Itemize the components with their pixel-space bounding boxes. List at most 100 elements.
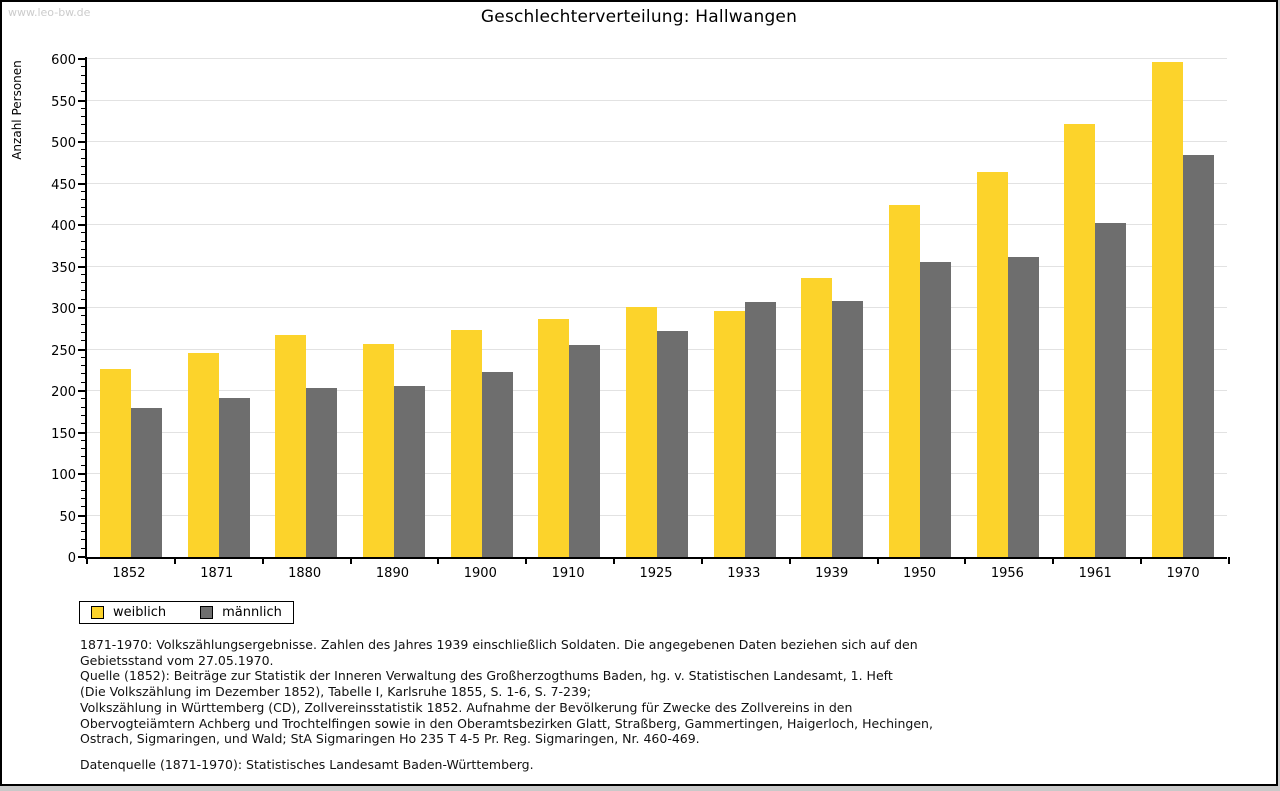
y-axis-tick-label: 50: [59, 509, 76, 525]
y-axis-minor-tick: [81, 331, 85, 333]
y-axis-major-tick: [78, 141, 85, 143]
y-axis-major-tick: [78, 307, 85, 309]
x-axis-tick-label: 1970: [1166, 566, 1200, 581]
y-axis-minor-tick: [81, 165, 85, 167]
x-axis-tick: [86, 557, 88, 564]
bar-group-1910: [525, 57, 613, 557]
gridline-600: [87, 58, 1227, 59]
bar-weiblich-1970: [1152, 61, 1184, 557]
y-axis-major-tick: [78, 556, 85, 558]
footnote-line: Ostrach, Sigmaringen, und Wald; StA Sigm…: [80, 731, 700, 747]
gridline-550: [87, 99, 1227, 101]
y-axis-minor-tick: [81, 174, 85, 176]
bar-group-1939: [789, 57, 877, 557]
y-axis-tick-label: 300: [51, 302, 76, 317]
y-axis-minor-tick: [81, 547, 85, 549]
data-source-line: Datenquelle (1871-1970): Statistisches L…: [80, 756, 534, 772]
x-axis-tick-label: 1933: [727, 566, 761, 581]
y-axis-minor-tick: [81, 414, 85, 416]
footnote-line: Obervogteiämtern Achberg und Trochtelfin…: [80, 715, 933, 731]
y-axis-tick-label: 100: [51, 468, 76, 483]
x-axis-tick: [261, 557, 264, 564]
x-axis-tick-label: 1910: [551, 566, 585, 581]
footnote-line: (Die Volkszählung im Dezember 1852), Tab…: [80, 684, 592, 700]
y-axis-minor-tick: [81, 215, 85, 217]
legend-swatch-männlich: [200, 606, 214, 619]
gridline-400: [87, 224, 1227, 225]
x-axis-tick: [349, 557, 352, 564]
footnotes: 1871-1970: Volkszählungsergebnisse. Zahl…: [80, 637, 980, 773]
y-axis-major-tick: [78, 182, 85, 185]
x-axis-tick-label: 1950: [902, 566, 937, 581]
x-axis-tick-label: 1890: [375, 566, 409, 581]
x-axis-tick-label: 1956: [990, 566, 1024, 581]
y-axis-minor-tick: [81, 456, 85, 458]
y-axis-major-tick: [78, 473, 85, 475]
footnote-line: Volkszählung in Württemberg (CD), Zollve…: [80, 699, 853, 715]
y-axis-minor-tick: [81, 323, 85, 325]
chart-title: Geschlechterverteilung: Hallwangen: [480, 7, 798, 27]
y-axis-major-tick: [78, 265, 85, 268]
y-axis-minor-tick: [81, 356, 85, 358]
x-axis-tick: [876, 557, 879, 564]
y-axis-tick-label: 350: [51, 260, 76, 276]
x-axis-tick-label: 1925: [639, 566, 673, 581]
bar-weiblich-1852: [99, 368, 131, 557]
bar-weiblich-1910: [538, 318, 570, 557]
y-axis-minor-tick: [81, 290, 85, 292]
bar-group-1852: [87, 57, 175, 557]
footnote-line: Gebietsstand vom 27.05.1970.: [80, 652, 274, 668]
y-axis-minor-tick: [81, 489, 85, 491]
y-axis-minor-tick: [81, 298, 85, 300]
y-axis-labels: 0 50 100 150 200 250 300 350 400 450 500 550 600: [2, 53, 76, 566]
legend: weiblich männlich: [79, 601, 294, 624]
y-axis-major-tick: [78, 514, 85, 517]
y-axis-minor-tick: [81, 273, 85, 275]
y-axis-tick-label: 500: [51, 136, 76, 151]
y-axis-minor-tick: [81, 124, 85, 126]
y-axis-minor-tick: [81, 398, 85, 400]
y-axis-minor-tick: [81, 365, 85, 367]
y-axis-tick-label: 250: [51, 343, 76, 359]
y-axis-minor-tick: [81, 522, 85, 524]
bar-männlich-1925: [656, 331, 688, 557]
bar-weiblich-1890: [362, 343, 394, 557]
bar-weiblich-1956: [976, 171, 1008, 557]
legend-label: männlich: [222, 605, 282, 620]
x-axis-tick: [525, 557, 528, 564]
x-axis-tick: [964, 557, 967, 564]
y-axis-minor-tick: [81, 423, 85, 425]
x-axis-tick: [788, 557, 791, 564]
bar-weiblich-1939: [801, 278, 833, 557]
x-axis-tick: [173, 557, 176, 564]
y-axis-tick-label: 400: [51, 219, 76, 234]
y-axis-minor-tick: [81, 381, 85, 383]
bar-row: [87, 57, 1227, 557]
bar-group-1956: [964, 57, 1052, 557]
bar-group-1900: [438, 57, 526, 557]
bar-männlich-1900: [481, 371, 513, 557]
bar-männlich-1956: [1007, 257, 1039, 557]
x-axis-tick: [1052, 557, 1055, 564]
y-axis-tick-label: 450: [51, 177, 76, 193]
y-axis-major-tick: [78, 224, 85, 226]
y-axis-minor-tick: [81, 232, 85, 234]
bar-weiblich-1950: [889, 205, 921, 557]
x-axis-tick-label: 1871: [200, 566, 234, 581]
y-axis-major-tick: [78, 431, 85, 434]
x-axis-tick-label: 1880: [288, 566, 322, 581]
x-axis-tick: [1140, 557, 1143, 564]
x-axis-tick: [613, 557, 616, 564]
bar-männlich-1939: [832, 301, 864, 557]
y-axis-minor-tick: [81, 340, 85, 342]
gridline-300: [87, 307, 1227, 308]
bar-männlich-1961: [1095, 223, 1127, 557]
y-axis-minor-tick: [81, 531, 85, 533]
y-axis-minor-tick: [81, 207, 85, 209]
y-axis-minor-tick: [81, 248, 85, 250]
y-axis-minor-tick: [81, 464, 85, 466]
bar-weiblich-1900: [450, 329, 482, 557]
x-axis-tick-label: 1961: [1078, 566, 1112, 581]
x-axis-tick: [1228, 557, 1230, 564]
y-axis-minor-tick: [81, 539, 85, 541]
